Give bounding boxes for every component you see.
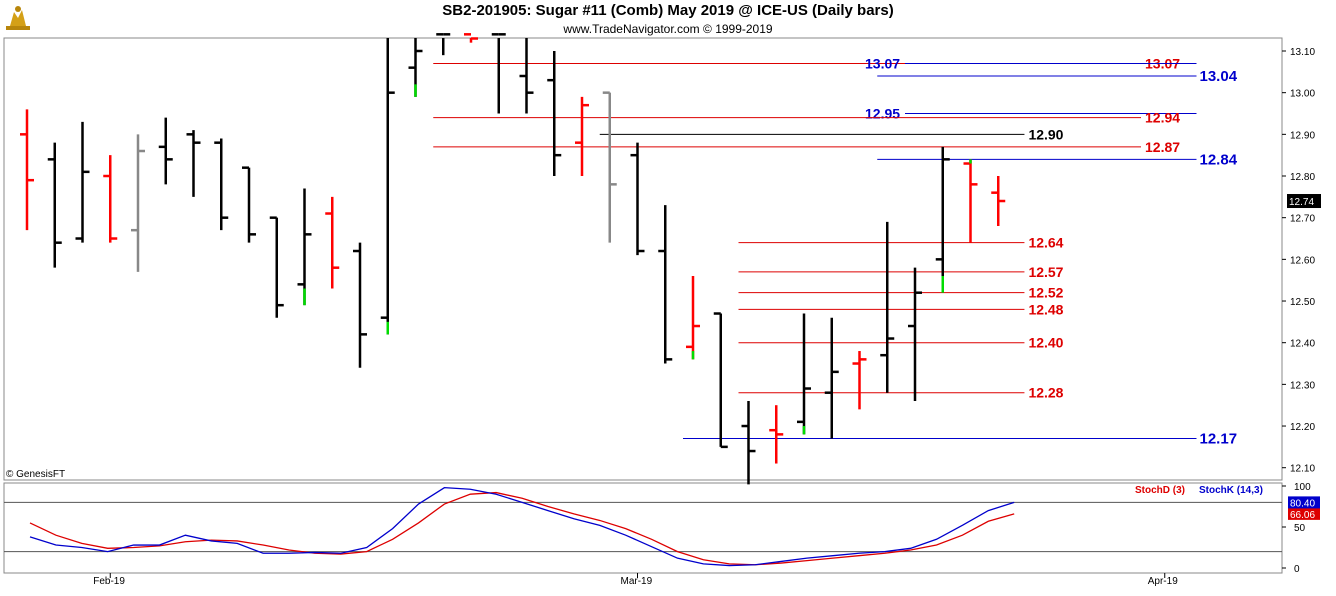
level-label: 12.28 — [1028, 385, 1063, 401]
stoch-y-tick-label: 50 — [1294, 523, 1306, 534]
level-label: 12.40 — [1028, 335, 1063, 351]
stoch-y-tick-label: 100 — [1294, 482, 1311, 493]
last-price-label: 12.74 — [1289, 197, 1314, 208]
stoch-series-line — [29, 491, 1015, 566]
y-tick-label: 12.70 — [1290, 214, 1315, 225]
y-tick-label: 12.60 — [1290, 255, 1315, 266]
stoch-series-line — [29, 486, 1015, 567]
credit-text: © GenesisFT — [6, 469, 66, 480]
y-tick-label: 12.40 — [1290, 339, 1315, 350]
y-tick-label: 12.10 — [1290, 464, 1315, 475]
level-label: 12.94 — [1145, 110, 1180, 126]
last-price-box — [1287, 194, 1321, 209]
stoch-panel-frame — [3, 482, 1283, 574]
stoch-last-label: 80.40 — [1290, 498, 1315, 509]
x-tick-label: Apr-19 — [1148, 576, 1178, 587]
level-label: 12.90 — [1028, 126, 1063, 142]
level-label: 12.52 — [1028, 285, 1063, 301]
level-label: 12.48 — [1028, 301, 1063, 317]
level-label: 12.87 — [1145, 139, 1180, 155]
stoch-legend-d: StochD (3) — [1135, 485, 1185, 496]
level-label: 12.57 — [1028, 264, 1063, 280]
stoch-last-label: 66.06 — [1290, 510, 1315, 521]
stoch-legend-k: StochK (14,3) — [1199, 485, 1263, 496]
level-label: 13.07 — [865, 56, 900, 72]
level-label: 12.95 — [865, 106, 900, 122]
bull-logo-icon — [6, 6, 30, 30]
level-label: 12.17 — [1200, 431, 1238, 448]
stoch-y-tick-label: 0 — [1294, 564, 1300, 575]
x-tick-label: Feb-19 — [93, 576, 125, 587]
y-tick-label: 12.80 — [1290, 172, 1315, 183]
y-tick-label: 13.00 — [1290, 89, 1315, 100]
x-tick-label: Mar-19 — [621, 576, 653, 587]
chart-title: SB2-201905: Sugar #11 (Comb) May 2019 @ … — [442, 2, 894, 19]
stoch-last-box — [1288, 507, 1320, 520]
y-tick-label: 12.90 — [1290, 130, 1315, 141]
level-label: 12.64 — [1028, 235, 1063, 251]
chart-subtitle: www.TradeNavigator.com © 1999-2019 — [563, 22, 773, 36]
y-tick-label: 12.20 — [1290, 422, 1315, 433]
y-tick-label: 13.10 — [1290, 47, 1315, 58]
price-panel-frame — [3, 37, 1283, 481]
stoch-last-box — [1288, 496, 1320, 509]
y-tick-label: 12.30 — [1290, 380, 1315, 391]
y-tick-label: 12.50 — [1290, 297, 1315, 308]
level-label: 12.84 — [1200, 151, 1238, 168]
level-label: 13.04 — [1200, 68, 1238, 85]
